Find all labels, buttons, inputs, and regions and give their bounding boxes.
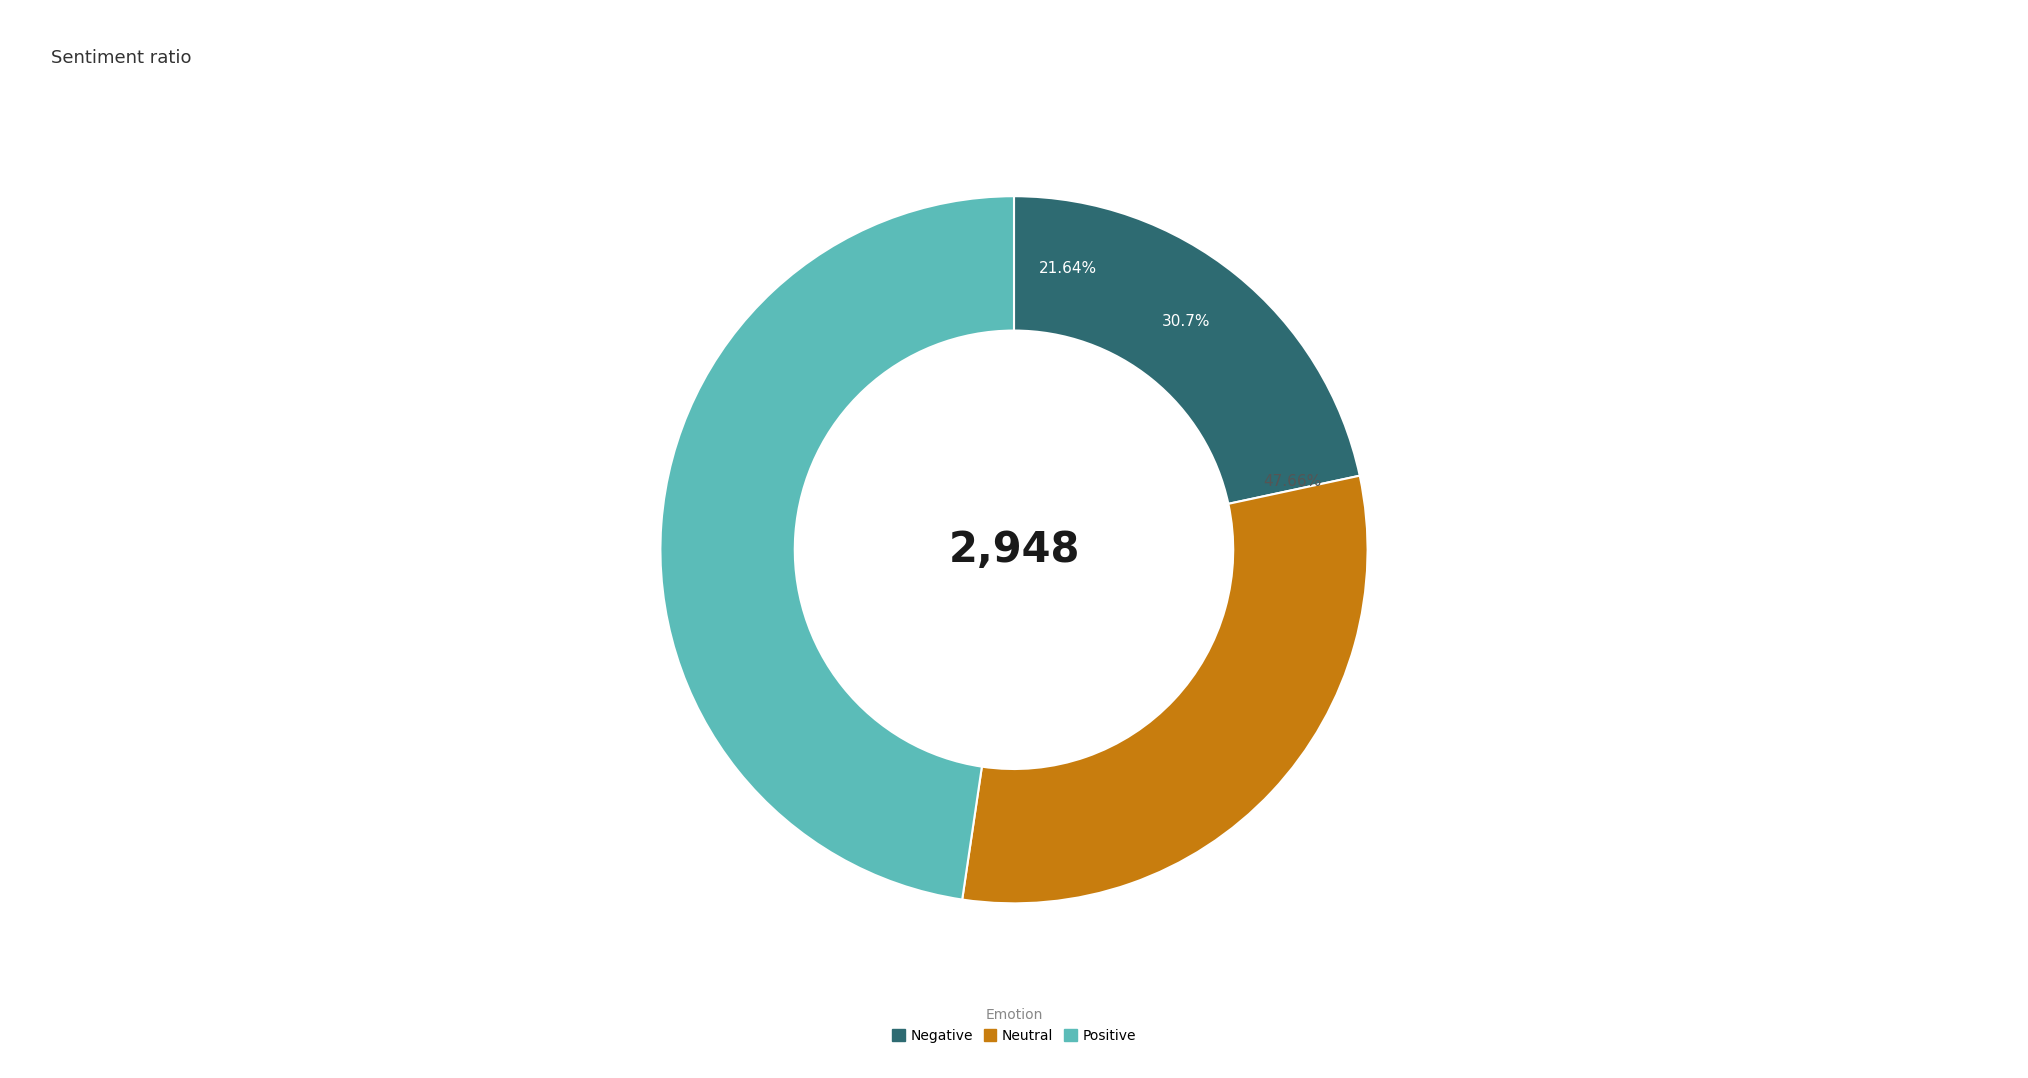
Text: 21.64%: 21.64% [1038, 261, 1097, 276]
Text: Sentiment ratio: Sentiment ratio [51, 49, 191, 67]
Text: 30.7%: 30.7% [1162, 314, 1211, 329]
Legend: Negative, Neutral, Positive: Negative, Neutral, Positive [884, 1000, 1144, 1050]
Text: 47.66%: 47.66% [1263, 474, 1320, 488]
Wedge shape [961, 475, 1367, 903]
Wedge shape [661, 196, 1014, 899]
Wedge shape [1014, 196, 1359, 503]
Text: 2,948: 2,948 [949, 529, 1079, 570]
